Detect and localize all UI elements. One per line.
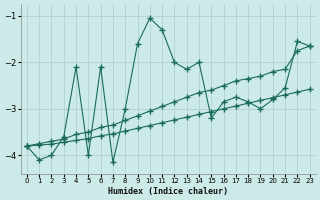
X-axis label: Humidex (Indice chaleur): Humidex (Indice chaleur) [108, 187, 228, 196]
